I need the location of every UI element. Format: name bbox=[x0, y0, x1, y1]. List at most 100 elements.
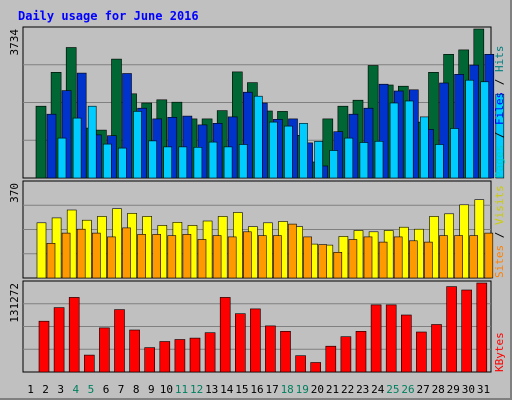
bar-kbytes-day-21 bbox=[340, 336, 352, 373]
x-tick-label: 20 bbox=[311, 383, 324, 396]
bar-sites-day-25 bbox=[408, 240, 418, 279]
bar-sites-day-30 bbox=[484, 232, 494, 279]
bar-sites-day-13 bbox=[227, 236, 237, 279]
bar-kbytes-day-23 bbox=[370, 304, 382, 373]
bar-kbytes-day-17 bbox=[280, 330, 291, 373]
x-tick-label: 5 bbox=[88, 383, 95, 396]
bar-sites-day-2 bbox=[61, 232, 71, 279]
bar-pages-day-5 bbox=[118, 147, 127, 179]
bar-sites-day-27 bbox=[439, 235, 448, 279]
bar-pages-day-19 bbox=[329, 150, 339, 179]
bar-pages-day-6 bbox=[133, 111, 142, 179]
bar-pages-day-20 bbox=[344, 137, 354, 179]
bar-kbytes-day-12 bbox=[204, 332, 216, 373]
x-tick-label: 26 bbox=[401, 383, 414, 396]
bar-pages-day-18 bbox=[314, 141, 323, 179]
x-tick-label: 28 bbox=[432, 383, 445, 396]
bar-kbytes-day-19 bbox=[310, 362, 322, 373]
bar-pages-day-8 bbox=[163, 146, 172, 179]
x-tick-label: 31 bbox=[477, 383, 490, 396]
bar-sites-day-4 bbox=[92, 232, 101, 279]
bar-pages-day-16 bbox=[284, 125, 293, 179]
bar-pages-day-24 bbox=[404, 100, 414, 179]
bar-kbytes-day-27 bbox=[431, 324, 442, 373]
bar-kbytes-day-10 bbox=[174, 339, 186, 373]
bar-kbytes-day-3 bbox=[68, 297, 80, 373]
legend-item- /: / bbox=[493, 72, 506, 92]
bar-sites-day-9 bbox=[167, 235, 177, 279]
legend-item-files: Files bbox=[493, 92, 506, 125]
x-tick-label: 16 bbox=[250, 383, 263, 396]
x-tick-label: 30 bbox=[462, 383, 475, 396]
bar-sites-day-22 bbox=[363, 236, 373, 279]
x-tick-label: 6 bbox=[103, 383, 110, 396]
bar-sites-day-18 bbox=[303, 236, 312, 279]
legend-item-kbytes: KBytes bbox=[493, 332, 506, 372]
bar-pages-day-27 bbox=[450, 128, 459, 179]
bar-kbytes-day-1 bbox=[38, 320, 50, 373]
legend-item-pages: Pages bbox=[493, 145, 506, 178]
bar-kbytes-day-25 bbox=[400, 314, 412, 373]
bar-sites-day-20 bbox=[333, 252, 343, 279]
bar-pages-day-28 bbox=[465, 79, 474, 179]
bar-files-day-23 bbox=[378, 83, 389, 179]
x-tick-label: 3 bbox=[57, 383, 64, 396]
bar-files-day-27 bbox=[439, 82, 449, 179]
bar-pages-day-26 bbox=[435, 144, 444, 179]
bar-kbytes-day-18 bbox=[295, 355, 306, 373]
bar-pages-day-25 bbox=[419, 116, 429, 179]
bar-pages-day-9 bbox=[178, 146, 188, 179]
bar-files-day-6 bbox=[122, 73, 132, 179]
x-tick-label: 11 bbox=[175, 383, 188, 396]
bar-kbytes-day-11 bbox=[189, 337, 201, 373]
bar-pages-day-10 bbox=[193, 147, 203, 179]
legend-kbytes: KBytes bbox=[493, 332, 506, 372]
bar-pages-day-3 bbox=[87, 105, 97, 179]
legend-item- /: / bbox=[493, 125, 506, 145]
legend-visits_sites: Sites / Visits bbox=[493, 185, 506, 278]
bar-kbytes-day-26 bbox=[416, 331, 427, 373]
bar-kbytes-day-20 bbox=[325, 345, 337, 373]
bar-kbytes-day-2 bbox=[53, 307, 65, 373]
bar-kbytes-day-28 bbox=[446, 286, 457, 373]
bar-sites-day-10 bbox=[182, 234, 192, 279]
bar-sites-day-11 bbox=[197, 239, 207, 279]
bar-hits-day-1 bbox=[35, 105, 47, 179]
bar-files-day-28 bbox=[454, 74, 464, 179]
bar-visits-day-1 bbox=[36, 222, 47, 279]
bar-pages-day-14 bbox=[254, 95, 263, 179]
bar-kbytes-day-24 bbox=[385, 304, 397, 373]
bar-sites-day-3 bbox=[76, 228, 86, 279]
ymax-label-visits_sites: 370 bbox=[8, 183, 21, 203]
x-tick-label: 24 bbox=[371, 383, 385, 396]
bar-pages-day-2 bbox=[72, 117, 82, 179]
bar-pages-day-1 bbox=[57, 137, 67, 179]
x-tick-label: 22 bbox=[341, 383, 354, 396]
bar-files-day-1 bbox=[46, 113, 57, 179]
x-tick-label: 27 bbox=[416, 383, 429, 396]
legend-item-sites: Sites bbox=[493, 245, 506, 278]
legend-item- /: / bbox=[493, 225, 506, 245]
x-tick-label: 21 bbox=[326, 383, 339, 396]
bar-pages-day-13 bbox=[238, 144, 248, 179]
x-tick-label: 19 bbox=[296, 383, 309, 396]
x-tick-label: 9 bbox=[148, 383, 155, 396]
bar-kbytes-day-8 bbox=[144, 347, 155, 373]
x-tick-label: 4 bbox=[72, 383, 79, 396]
legend-item-hits: Hits bbox=[493, 46, 506, 73]
bar-pages-day-22 bbox=[374, 141, 384, 179]
bar-kbytes-day-16 bbox=[265, 325, 276, 373]
bar-pages-day-30 bbox=[495, 93, 505, 179]
bar-sites-day-5 bbox=[107, 236, 116, 279]
x-tick-label: 29 bbox=[447, 383, 460, 396]
bar-sites-day-16 bbox=[273, 235, 282, 279]
bar-sites-day-6 bbox=[122, 227, 131, 279]
bar-pages-day-21 bbox=[359, 142, 369, 179]
legend-hits_files_pages: Pages / Files / Hits bbox=[493, 46, 506, 179]
x-tick-label: 15 bbox=[235, 383, 248, 396]
bar-sites-day-24 bbox=[393, 236, 403, 279]
bar-pages-day-17 bbox=[299, 123, 308, 179]
bar-kbytes-day-15 bbox=[250, 308, 261, 373]
